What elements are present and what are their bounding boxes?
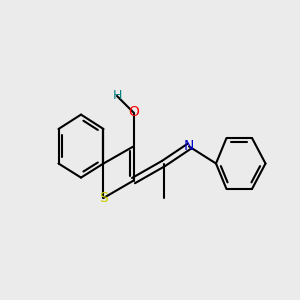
Text: O: O xyxy=(128,106,139,119)
Text: N: N xyxy=(184,140,194,153)
Text: H: H xyxy=(112,89,122,103)
Text: S: S xyxy=(99,191,108,205)
